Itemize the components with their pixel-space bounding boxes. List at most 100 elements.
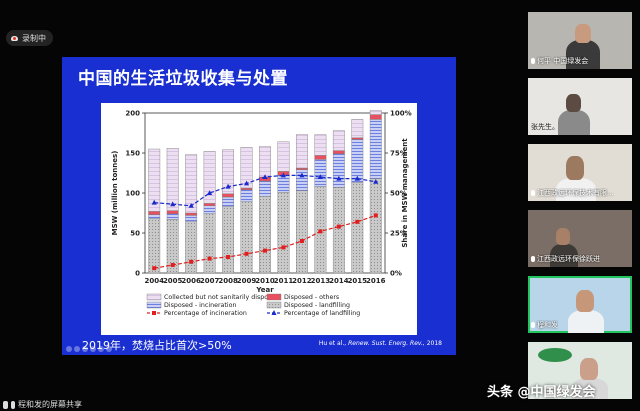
bar-incineration <box>240 189 253 203</box>
participant-tile-4[interactable]: 江西政远环保徐跃进 <box>528 210 632 267</box>
bar-incineration <box>277 175 290 193</box>
landfilling-pct-point <box>151 199 157 205</box>
bar-collected <box>314 134 327 156</box>
bar-collected <box>277 141 290 172</box>
bar-incineration <box>259 180 271 197</box>
citation-journal: Renew. Sust. Energ. Rev., <box>348 340 425 347</box>
shared-slide: 中国的生活垃圾收集与处置 0 50 100 150 200 0% 25% 50% 75% 100%… <box>62 57 456 355</box>
landfilling-pct-point <box>280 172 287 178</box>
bar-others <box>148 211 161 215</box>
x-tick-label: 2008 <box>218 277 238 285</box>
participant-name: 程和发 <box>537 321 558 329</box>
bar-incineration <box>203 205 216 215</box>
x-tick-label: 2004 <box>144 277 164 285</box>
participant-label: 程和发 <box>531 320 558 330</box>
bar-landfilling <box>259 195 271 274</box>
slide-more-icon[interactable] <box>106 346 112 352</box>
bar-landfilling <box>185 221 198 274</box>
incineration-pct-point <box>281 245 286 250</box>
landfilling-pct-point <box>243 180 250 186</box>
incineration-pct-point <box>263 248 267 253</box>
participant-tile-6[interactable] <box>528 342 632 399</box>
bar-others <box>240 187 253 190</box>
incineration-pct-point <box>373 213 378 218</box>
bar-incineration <box>166 213 179 220</box>
incineration-pct-point <box>152 266 157 271</box>
bar-collected <box>166 148 179 211</box>
participant-label: 何平 中国绿发会 <box>531 56 588 66</box>
x-tick-label: 2007 <box>200 277 220 285</box>
x-tick-label: 2015 <box>348 277 368 285</box>
legend-swatch <box>146 293 162 301</box>
x-tick-label: 2013 <box>311 277 331 285</box>
participant-tile-5[interactable]: 程和发 <box>528 276 632 333</box>
y2-tick-label: 25% <box>390 230 407 238</box>
bar-landfilling <box>148 218 161 274</box>
slide-prev-icon[interactable] <box>66 346 72 352</box>
landfilling-pct-point <box>188 203 194 208</box>
incineration-pct-point <box>189 259 194 264</box>
landfilling-pct-point <box>373 179 379 184</box>
landfilling-pct-point <box>336 175 342 181</box>
bar-collected <box>351 119 364 138</box>
landfilling-pct-point <box>170 201 176 207</box>
bar-others <box>185 212 198 216</box>
citation-authors: Hu et al., <box>318 340 347 347</box>
slide-zoom-icon[interactable] <box>98 346 104 352</box>
incineration-pct-point <box>336 224 341 229</box>
legend-label: Disposed - landfilling <box>284 302 350 309</box>
incineration-pct-point <box>170 263 175 267</box>
landfilling-pct-point <box>262 174 268 179</box>
slide-citation: Hu et al., Renew. Sust. Energ. Rev., 201… <box>319 340 442 347</box>
slide-title: 中国的生活垃圾收集与处置 <box>78 69 288 89</box>
legend-label: Collected but not sanitarily disposed <box>164 294 279 301</box>
slide-next-icon[interactable] <box>74 346 80 352</box>
bar-others <box>369 114 382 120</box>
participant-tile-2[interactable]: 张先生。 <box>528 78 632 135</box>
bar-collected <box>185 154 198 214</box>
bar-landfilling <box>203 213 216 274</box>
bar-others <box>203 203 216 207</box>
mic-icon <box>531 190 535 196</box>
bar-others <box>166 210 179 214</box>
legend-label: Disposed - others <box>284 294 339 301</box>
slide-menu-icon[interactable] <box>90 346 96 352</box>
legend-swatch <box>146 301 162 309</box>
bar-others <box>314 155 327 160</box>
slide-pen-icon[interactable] <box>82 346 88 352</box>
bar-others <box>222 193 234 198</box>
y-tick-label: 100 <box>125 190 140 198</box>
mic-icon <box>531 322 535 328</box>
participant-name: 江西政远环保徐跃进 <box>537 255 600 263</box>
x-tick-label: 2014 <box>329 277 349 285</box>
x-axis-label: Year <box>255 286 274 294</box>
landfilling-pct-point <box>299 172 305 178</box>
bar-landfilling <box>351 182 364 274</box>
y-axis-label: MSW (million tonnes) <box>111 151 119 236</box>
mic-icon <box>531 58 535 64</box>
recording-indicator[interactable]: 录制中 <box>6 30 53 46</box>
bar-others <box>332 150 345 154</box>
legend-swatch <box>266 301 282 309</box>
bar-collected <box>369 110 382 115</box>
screen-share-indicator[interactable]: 程和发的屏幕共享 <box>0 398 82 411</box>
incineration-pct-point <box>318 229 323 234</box>
bar-collected <box>259 146 271 178</box>
y-tick-label: 200 <box>125 110 140 118</box>
y2-axis-label: Share in MSW management <box>401 138 409 248</box>
legend-swatch <box>266 293 282 301</box>
legend-label: Percentage of incineration <box>164 310 247 317</box>
slide-nav-controls[interactable] <box>66 346 112 352</box>
participant-tile-1[interactable]: 何平 中国绿发会 <box>528 12 632 69</box>
mic-icon <box>11 400 15 409</box>
landfilling-pct-point <box>207 190 213 195</box>
legend-marker <box>152 311 156 315</box>
bar-landfilling <box>369 178 382 274</box>
participant-tile-3[interactable]: 江西政远环保技术有限... <box>528 144 632 201</box>
participant-name: 江西政远环保技术有限... <box>537 189 614 197</box>
legend-label: Percentage of landfilling <box>284 310 360 317</box>
x-tick-label: 2016 <box>366 277 386 285</box>
landfilling-pct-point <box>317 174 323 179</box>
mic-icon <box>531 256 535 262</box>
